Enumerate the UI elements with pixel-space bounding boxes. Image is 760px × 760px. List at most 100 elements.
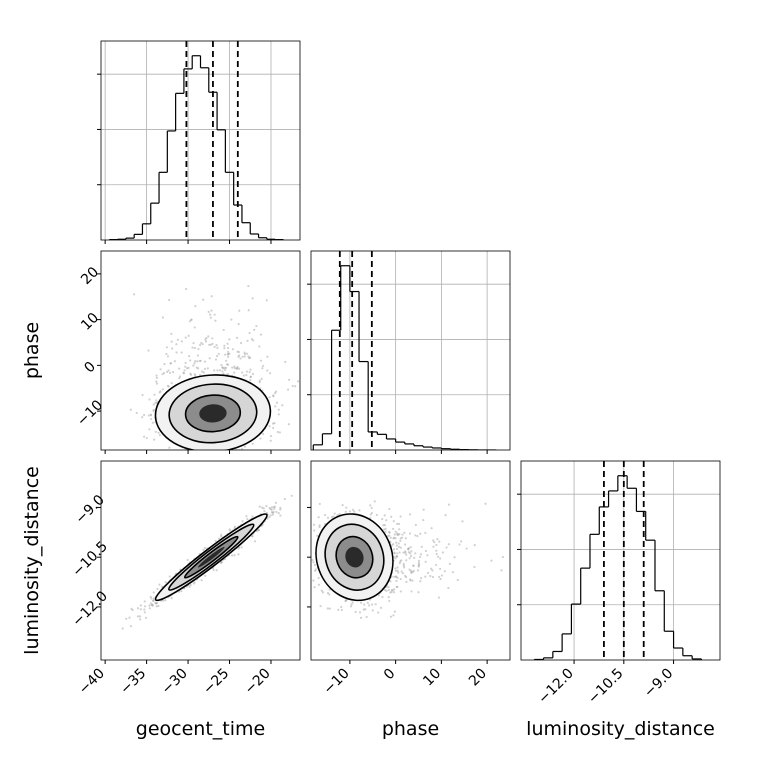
scatter-point	[216, 346, 219, 349]
scatter-point	[178, 377, 181, 380]
scatter-point	[268, 425, 271, 428]
scatter-point	[291, 384, 294, 388]
scatter-point	[183, 369, 186, 372]
scatter-point	[251, 297, 254, 300]
scatter-point	[276, 430, 279, 434]
scatter-point	[407, 547, 410, 550]
scatter-point	[404, 550, 407, 553]
scatter-point	[243, 351, 246, 354]
scatter-point	[217, 352, 220, 356]
scatter-point	[152, 408, 156, 412]
scatter-point	[262, 364, 265, 368]
scatter-point	[189, 372, 192, 375]
scatter-point	[351, 508, 355, 511]
scatter-point	[445, 546, 448, 549]
scatter-point	[208, 454, 210, 456]
scatter-point	[266, 355, 269, 358]
scatter-point	[168, 371, 172, 374]
scatter-point	[168, 446, 171, 449]
scatter-point	[419, 553, 423, 556]
scatter-point	[198, 466, 200, 468]
scatter-point	[243, 352, 247, 356]
scatter-point	[152, 591, 155, 594]
scatter-point	[139, 604, 142, 607]
scatter-point	[270, 506, 274, 509]
scatter-point	[395, 532, 399, 535]
scatter-point	[287, 423, 290, 426]
scatter-point	[302, 523, 304, 525]
histogram-group-phase	[312, 265, 497, 450]
scatter-point	[201, 464, 203, 466]
scatter-point	[150, 603, 153, 607]
scatter-point	[387, 586, 390, 589]
scatter-point	[131, 608, 134, 612]
scatter-point	[422, 519, 425, 522]
scatter-point	[129, 625, 133, 628]
scatter-point	[316, 534, 319, 537]
scatter-point	[246, 339, 249, 343]
scatter-point	[270, 511, 273, 514]
scatter-point	[198, 359, 201, 363]
scatter-point	[230, 318, 233, 321]
scatter-point	[411, 570, 414, 574]
scatter-point	[370, 506, 373, 510]
scatter-point	[241, 371, 244, 374]
scatter-point	[201, 343, 204, 346]
scatter-point	[210, 309, 213, 312]
scatter-point	[408, 557, 411, 560]
scatter-point	[240, 454, 242, 456]
scatter-point	[410, 590, 413, 593]
scatter-point	[261, 367, 264, 370]
scatter-point	[441, 551, 445, 554]
scatter-point	[296, 380, 300, 383]
scatter-point	[186, 367, 189, 370]
scatter-point	[362, 608, 365, 611]
scatter-point	[394, 575, 398, 578]
scatter-point	[184, 365, 187, 368]
scatter-point	[225, 363, 229, 366]
scatter-point	[248, 357, 251, 360]
scatter-point	[283, 497, 286, 501]
scatter-point	[196, 360, 199, 363]
scatter-point	[365, 615, 368, 619]
scatter-point	[326, 516, 330, 519]
scatter-point	[417, 591, 420, 594]
scatter-point	[404, 574, 407, 577]
scatter-point	[230, 554, 234, 557]
scatter-point	[219, 561, 223, 565]
scatter-point	[390, 515, 393, 518]
scatter-point	[193, 450, 195, 452]
scatter-point	[302, 546, 304, 548]
scatter-point	[305, 531, 307, 533]
scatter-point	[344, 510, 347, 513]
scatter-point	[460, 540, 463, 543]
scatter-point	[194, 360, 197, 363]
scatter-point	[435, 543, 438, 547]
scatter-point	[401, 533, 404, 536]
scatter-point	[419, 580, 422, 583]
scatter-point	[269, 372, 272, 375]
scatter-point	[159, 390, 162, 393]
scatter-point	[170, 340, 173, 343]
scatter-point	[301, 510, 303, 512]
scatter-point	[411, 579, 414, 582]
scatter-point	[249, 368, 252, 371]
scatter-point	[175, 343, 178, 346]
scatter-point	[399, 537, 402, 540]
scatter-point	[272, 510, 275, 514]
scatter-point	[410, 550, 413, 553]
histogram-group-luminosity-distance	[533, 475, 703, 660]
scatter-point	[386, 535, 389, 538]
scatter-point	[312, 523, 316, 526]
scatter-point	[382, 528, 386, 531]
scatter-point	[397, 533, 400, 536]
scatter-point	[215, 343, 218, 347]
scatter-point	[268, 396, 271, 399]
scatter-point	[149, 595, 152, 598]
scatter-point	[319, 604, 322, 608]
scatter-point	[436, 537, 439, 541]
scatter-point	[277, 408, 280, 411]
scatter-point	[311, 558, 314, 562]
scatter-point	[328, 607, 331, 610]
scatter-point	[170, 382, 173, 385]
